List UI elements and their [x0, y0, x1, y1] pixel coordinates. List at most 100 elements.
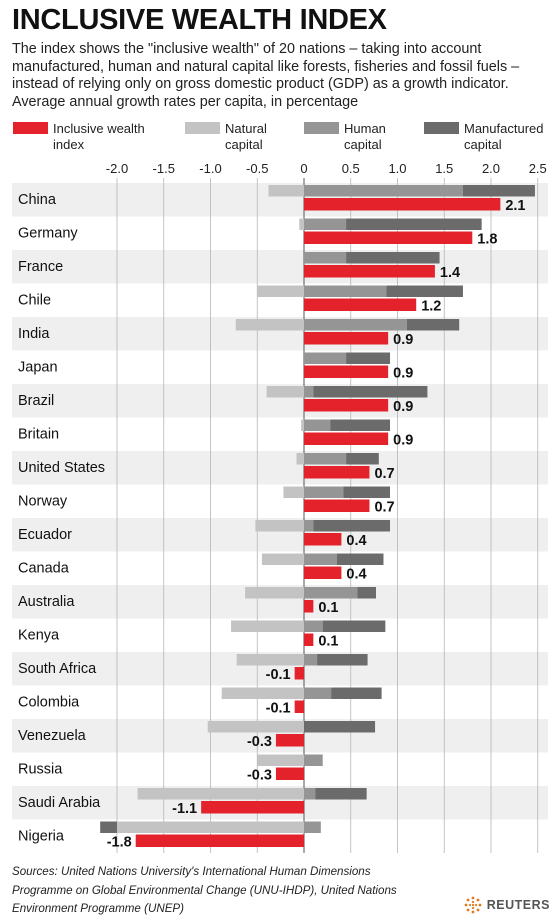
row-chile: Chile 1.2 [18, 285, 463, 315]
bar-inclusive [304, 365, 389, 378]
value-label: 2.1 [505, 198, 525, 214]
bar-manufactured [313, 520, 391, 532]
country-label: Australia [18, 594, 75, 610]
x-tick-label: 1.5 [435, 161, 453, 176]
country-label: South Africa [18, 661, 97, 677]
bar-natural [266, 386, 304, 398]
bar-inclusive [304, 399, 389, 412]
country-label: Canada [18, 561, 70, 577]
value-label: 1.8 [477, 232, 497, 248]
country-label: Colombia [18, 695, 80, 711]
row-nigeria: Nigeria -1.8 [18, 821, 321, 851]
bar-human [304, 654, 318, 666]
value-label: -1.8 [107, 835, 132, 851]
row-venezuela: Venezuela -0.3 [18, 721, 376, 750]
bar-natural [231, 620, 304, 632]
bar-natural [235, 319, 304, 331]
bar-human [304, 285, 387, 297]
bar-manufactured [346, 352, 391, 364]
bar-manufactured [406, 319, 460, 331]
legend-swatch-natural [185, 122, 220, 134]
bar-inclusive [304, 298, 417, 311]
row-india: India 0.9 [18, 319, 460, 348]
brand-name: REUTERS [486, 898, 550, 912]
value-label: -1.1 [172, 801, 197, 817]
bar-human [304, 520, 314, 532]
country-label: Britain [18, 427, 59, 443]
bar-natural [117, 821, 304, 833]
bar-human [304, 587, 358, 599]
row-canada: Canada 0.4 [18, 553, 384, 583]
bar-inclusive [304, 198, 501, 211]
bar-inclusive [304, 533, 342, 546]
bar-inclusive [275, 767, 304, 780]
bar-inclusive [304, 231, 473, 244]
row-brazil: Brazil 0.9 [18, 386, 428, 415]
bar-natural [296, 453, 304, 465]
bar-manufactured [315, 788, 367, 800]
value-label: 0.1 [318, 600, 338, 616]
country-label: Brazil [18, 393, 54, 409]
value-label: -0.1 [266, 701, 291, 717]
row-australia: Australia 0.1 [18, 587, 376, 616]
bar-natural [245, 587, 304, 599]
bar-human [304, 218, 347, 230]
legend-label-manufactured: capital [464, 137, 502, 152]
bar-inclusive [294, 700, 304, 713]
bar-natural [236, 654, 304, 666]
bar-natural [221, 687, 304, 699]
country-label: Venezuela [18, 728, 87, 744]
bar-human [304, 453, 347, 465]
bar-human [304, 821, 321, 833]
bar-manufactured [330, 419, 391, 431]
bar-natural [255, 520, 304, 532]
value-label: 0.9 [393, 399, 413, 415]
bar-natural [257, 285, 304, 297]
bar-manufactured [322, 620, 386, 632]
legend-swatch-human [304, 122, 339, 134]
value-label: 0.7 [374, 466, 394, 482]
bar-natural [301, 419, 304, 431]
row-japan: Japan 0.9 [18, 352, 413, 382]
bar-manufactured [462, 185, 535, 197]
bar-human [304, 352, 347, 364]
bar-human [304, 754, 323, 766]
bar-inclusive [304, 265, 435, 278]
legend-label-natural: Natural [225, 121, 267, 136]
bar-natural [261, 553, 304, 565]
x-tick-label: -0.5 [246, 161, 268, 176]
country-label: Chile [18, 293, 51, 309]
row-band [12, 451, 548, 485]
bar-human [304, 687, 332, 699]
value-label: 0.4 [346, 567, 366, 583]
bar-inclusive [135, 834, 304, 847]
bar-chart: Inclusive wealthindexNaturalcapitalHuman… [12, 121, 548, 853]
country-label: Russia [18, 762, 63, 778]
row-norway: Norway 0.7 [18, 486, 395, 516]
legend-label-natural: capital [225, 137, 263, 152]
row-france: France 1.4 [18, 252, 460, 281]
legend-label-human: Human [344, 121, 386, 136]
row-china: China 2.1 [18, 185, 535, 214]
row-russia: Russia -0.3 [18, 754, 323, 784]
bar-natural [257, 754, 304, 766]
bar-natural [137, 788, 304, 800]
source-note: Sources: United Nations University's Int… [12, 865, 397, 915]
bar-natural [299, 218, 304, 230]
legend-swatch-inclusive [13, 122, 48, 134]
bar-human [304, 386, 314, 398]
bar-inclusive [294, 667, 304, 680]
legend-label-inclusive: index [53, 137, 85, 152]
bar-human [304, 185, 463, 197]
value-label: -0.3 [247, 734, 272, 750]
bar-natural [207, 721, 304, 733]
bar-inclusive [304, 566, 342, 579]
bar-human [304, 486, 344, 498]
bar-inclusive [275, 734, 304, 747]
bar-inclusive [304, 466, 370, 479]
bar-manufactured [317, 654, 368, 666]
bar-natural [268, 185, 304, 197]
bar-natural [283, 486, 304, 498]
